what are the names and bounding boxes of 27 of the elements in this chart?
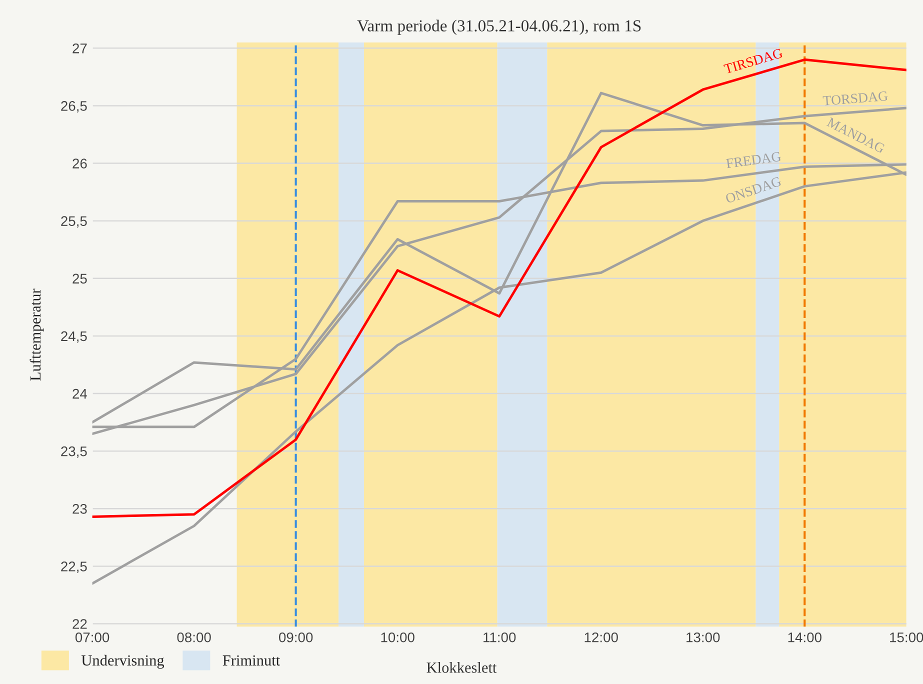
x-tick-label: 12:00 xyxy=(584,632,618,642)
y-tick-label: 25,5 xyxy=(61,216,87,228)
x-tick-label: 08:00 xyxy=(177,632,211,642)
text: FREDAG xyxy=(726,152,782,168)
x-tick-label: 13:00 xyxy=(686,632,720,642)
y-tick-label: 24 xyxy=(72,388,88,399)
x-tick-label: 10:00 xyxy=(381,632,414,642)
series-label: TORSDAG xyxy=(822,91,888,106)
y-tick-label: 25 xyxy=(72,274,87,284)
x-tick-label: 09:00 xyxy=(278,632,313,642)
y-tick-label: 24,5 xyxy=(61,331,87,343)
chart-title: Varm periode (31.05.21-04.06.21), rom 1S xyxy=(357,20,641,35)
y-tick-label: 26 xyxy=(72,158,87,168)
y-tick-label: 23 xyxy=(72,504,87,514)
y-tick-label: 23,5 xyxy=(61,446,87,458)
x-tick-label: 07:00 xyxy=(75,632,110,642)
y-tick-label: 22 xyxy=(72,619,87,629)
x-axis-title: Klokkeslett xyxy=(426,662,497,673)
y-tick-label: 26,5 xyxy=(61,101,87,113)
y-tick-label: 22,5 xyxy=(61,562,87,574)
legend-label: Friminutt xyxy=(222,655,280,666)
x-tick-label: 14:00 xyxy=(788,632,822,642)
x-tick-label: 11:00 xyxy=(484,632,516,642)
legend-label: Undervisning xyxy=(81,654,164,669)
y-tick-label: 27 xyxy=(72,44,87,54)
y-axis-title: Lufttemperatur xyxy=(30,288,44,381)
x-tick-label: 15:00 xyxy=(890,632,923,642)
